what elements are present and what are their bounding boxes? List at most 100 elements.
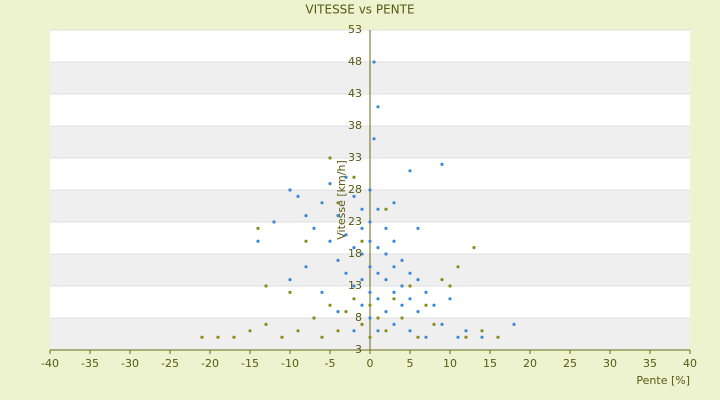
x-tick-label: -30 xyxy=(121,357,139,370)
data-point xyxy=(440,162,444,166)
data-point xyxy=(368,188,372,192)
data-point xyxy=(408,329,412,333)
data-point xyxy=(336,310,340,314)
data-point xyxy=(384,226,388,230)
data-point xyxy=(296,329,300,333)
data-point xyxy=(304,214,308,218)
data-point xyxy=(512,322,516,326)
data-point xyxy=(368,303,372,307)
data-point xyxy=(352,329,356,333)
data-point xyxy=(328,303,332,307)
data-point xyxy=(376,246,380,250)
data-point xyxy=(360,322,364,326)
y-tick-label: 43 xyxy=(348,87,362,100)
data-point xyxy=(344,175,348,179)
data-point xyxy=(376,207,380,211)
x-tick-label: 20 xyxy=(523,357,537,370)
data-point xyxy=(384,252,388,256)
data-point xyxy=(328,156,332,160)
y-tick-label: 53 xyxy=(348,23,362,36)
data-point xyxy=(408,297,412,301)
data-point xyxy=(424,303,428,307)
x-tick-label: 35 xyxy=(643,357,657,370)
data-point xyxy=(288,188,292,192)
data-point xyxy=(384,329,388,333)
data-point xyxy=(360,252,364,256)
data-point xyxy=(296,194,300,198)
y-tick-label: 23 xyxy=(348,215,362,228)
data-point xyxy=(372,60,376,64)
data-point xyxy=(280,335,284,339)
x-axis-label: Pente [%] xyxy=(636,374,690,387)
data-point xyxy=(352,297,356,301)
y-tick-label: 33 xyxy=(348,151,362,164)
data-point xyxy=(400,284,404,288)
y-tick-label: 8 xyxy=(355,311,362,324)
data-point xyxy=(400,316,404,320)
data-point xyxy=(248,329,252,333)
data-point xyxy=(368,220,372,224)
x-tick-label: -15 xyxy=(241,357,259,370)
data-point xyxy=(336,258,340,262)
x-tick-label: 0 xyxy=(367,357,374,370)
data-point xyxy=(368,316,372,320)
data-point xyxy=(352,246,356,250)
data-point xyxy=(336,201,340,205)
data-point xyxy=(344,233,348,237)
data-point xyxy=(480,329,484,333)
data-point xyxy=(368,335,372,339)
data-point xyxy=(304,239,308,243)
data-point xyxy=(376,105,380,109)
data-point xyxy=(376,297,380,301)
data-point xyxy=(392,297,396,301)
data-point xyxy=(344,310,348,314)
x-tick-label: 30 xyxy=(603,357,617,370)
x-tick-label: -40 xyxy=(41,357,59,370)
data-point xyxy=(408,271,412,275)
data-point xyxy=(416,335,420,339)
data-point xyxy=(288,278,292,282)
x-tick-label: -25 xyxy=(161,357,179,370)
data-point xyxy=(496,335,500,339)
data-point xyxy=(360,278,364,282)
data-point xyxy=(408,284,412,288)
data-point xyxy=(376,316,380,320)
data-point xyxy=(392,201,396,205)
data-point xyxy=(312,316,316,320)
x-tick-label: 15 xyxy=(483,357,497,370)
x-tick-label: 10 xyxy=(443,357,457,370)
data-point xyxy=(440,322,444,326)
data-point xyxy=(344,271,348,275)
data-point xyxy=(392,265,396,269)
data-point xyxy=(328,239,332,243)
x-tick-label: 5 xyxy=(407,357,414,370)
data-point xyxy=(312,226,316,230)
data-point xyxy=(368,239,372,243)
data-point xyxy=(384,310,388,314)
data-point xyxy=(200,335,204,339)
data-point xyxy=(416,226,420,230)
data-point xyxy=(320,335,324,339)
data-point xyxy=(320,290,324,294)
data-point xyxy=(464,329,468,333)
x-tick-label: -5 xyxy=(325,357,336,370)
data-point xyxy=(336,214,340,218)
data-point xyxy=(416,278,420,282)
data-point xyxy=(336,329,340,333)
x-tick-label: -20 xyxy=(201,357,219,370)
x-tick-label: -10 xyxy=(281,357,299,370)
data-point xyxy=(440,278,444,282)
data-point xyxy=(368,265,372,269)
x-tick-label: -35 xyxy=(81,357,99,370)
data-point xyxy=(448,284,452,288)
data-point xyxy=(328,182,332,186)
data-point xyxy=(272,220,276,224)
y-tick-label: 28 xyxy=(348,183,362,196)
data-point xyxy=(256,226,260,230)
data-point xyxy=(264,322,268,326)
data-point xyxy=(360,207,364,211)
data-point xyxy=(392,239,396,243)
data-point xyxy=(376,271,380,275)
